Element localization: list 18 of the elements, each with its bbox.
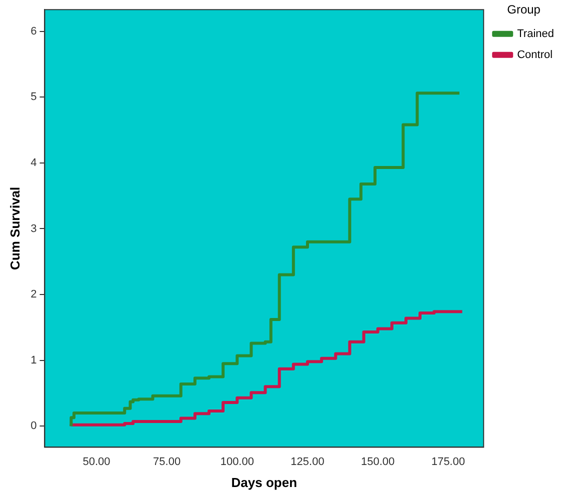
legend-label: Control [517,48,553,61]
x-tick-label: 100.00 [220,456,254,468]
y-tick-label: 0 [30,420,37,432]
y-tick-label: 2 [30,288,37,301]
legend-label: Trained [517,28,554,40]
x-tick-label: 150.00 [361,456,395,468]
x-tick-label: 75.00 [153,456,181,468]
x-axis-title: Days open [231,474,298,490]
y-tick-label: 1 [30,354,37,366]
y-tick-label: 6 [30,25,37,38]
legend-title: Group [507,2,541,16]
x-tick-label: 50.00 [82,456,110,468]
y-tick-label: 4 [30,156,37,169]
y-axis-title: Cum Survival [7,186,22,270]
y-tick-label: 5 [30,91,37,104]
x-tick-label: 175.00 [431,456,465,468]
y-tick-label: 3 [30,222,37,235]
x-tick-label: 125.00 [290,456,324,468]
